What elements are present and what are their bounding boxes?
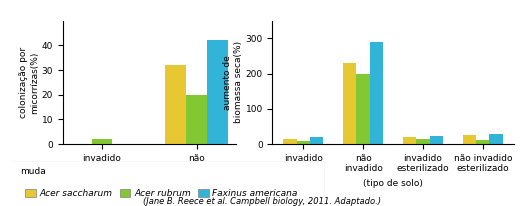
X-axis label: (tipo de solo): (tipo de solo) xyxy=(363,179,423,188)
Bar xyxy=(356,74,369,144)
Bar xyxy=(430,136,443,144)
Text: (Jane B. Reece et al. Campbell biology, 2011. Adaptado.): (Jane B. Reece et al. Campbell biology, … xyxy=(143,197,381,206)
Bar xyxy=(297,141,310,144)
Y-axis label: colonização por
micorrízas(%): colonização por micorrízas(%) xyxy=(19,47,39,118)
FancyBboxPatch shape xyxy=(4,160,325,206)
Bar xyxy=(166,65,186,144)
X-axis label: (tipo de solo): (tipo de solo) xyxy=(119,179,179,188)
Bar xyxy=(92,139,113,144)
Bar xyxy=(369,42,383,144)
Y-axis label: aumento de
biomassa seca(%): aumento de biomassa seca(%) xyxy=(223,41,243,123)
Bar xyxy=(310,137,323,144)
Bar xyxy=(283,139,297,144)
Bar xyxy=(476,140,489,144)
Bar xyxy=(186,95,207,144)
Bar xyxy=(489,134,503,144)
Bar xyxy=(403,137,417,144)
Bar xyxy=(207,40,228,144)
Bar xyxy=(417,139,430,144)
Bar xyxy=(463,135,476,144)
Text: muda: muda xyxy=(20,167,46,177)
Bar xyxy=(343,63,356,144)
Legend: Acer saccharum, Acer rubrum, Faxinus americana: Acer saccharum, Acer rubrum, Faxinus ame… xyxy=(21,185,301,201)
